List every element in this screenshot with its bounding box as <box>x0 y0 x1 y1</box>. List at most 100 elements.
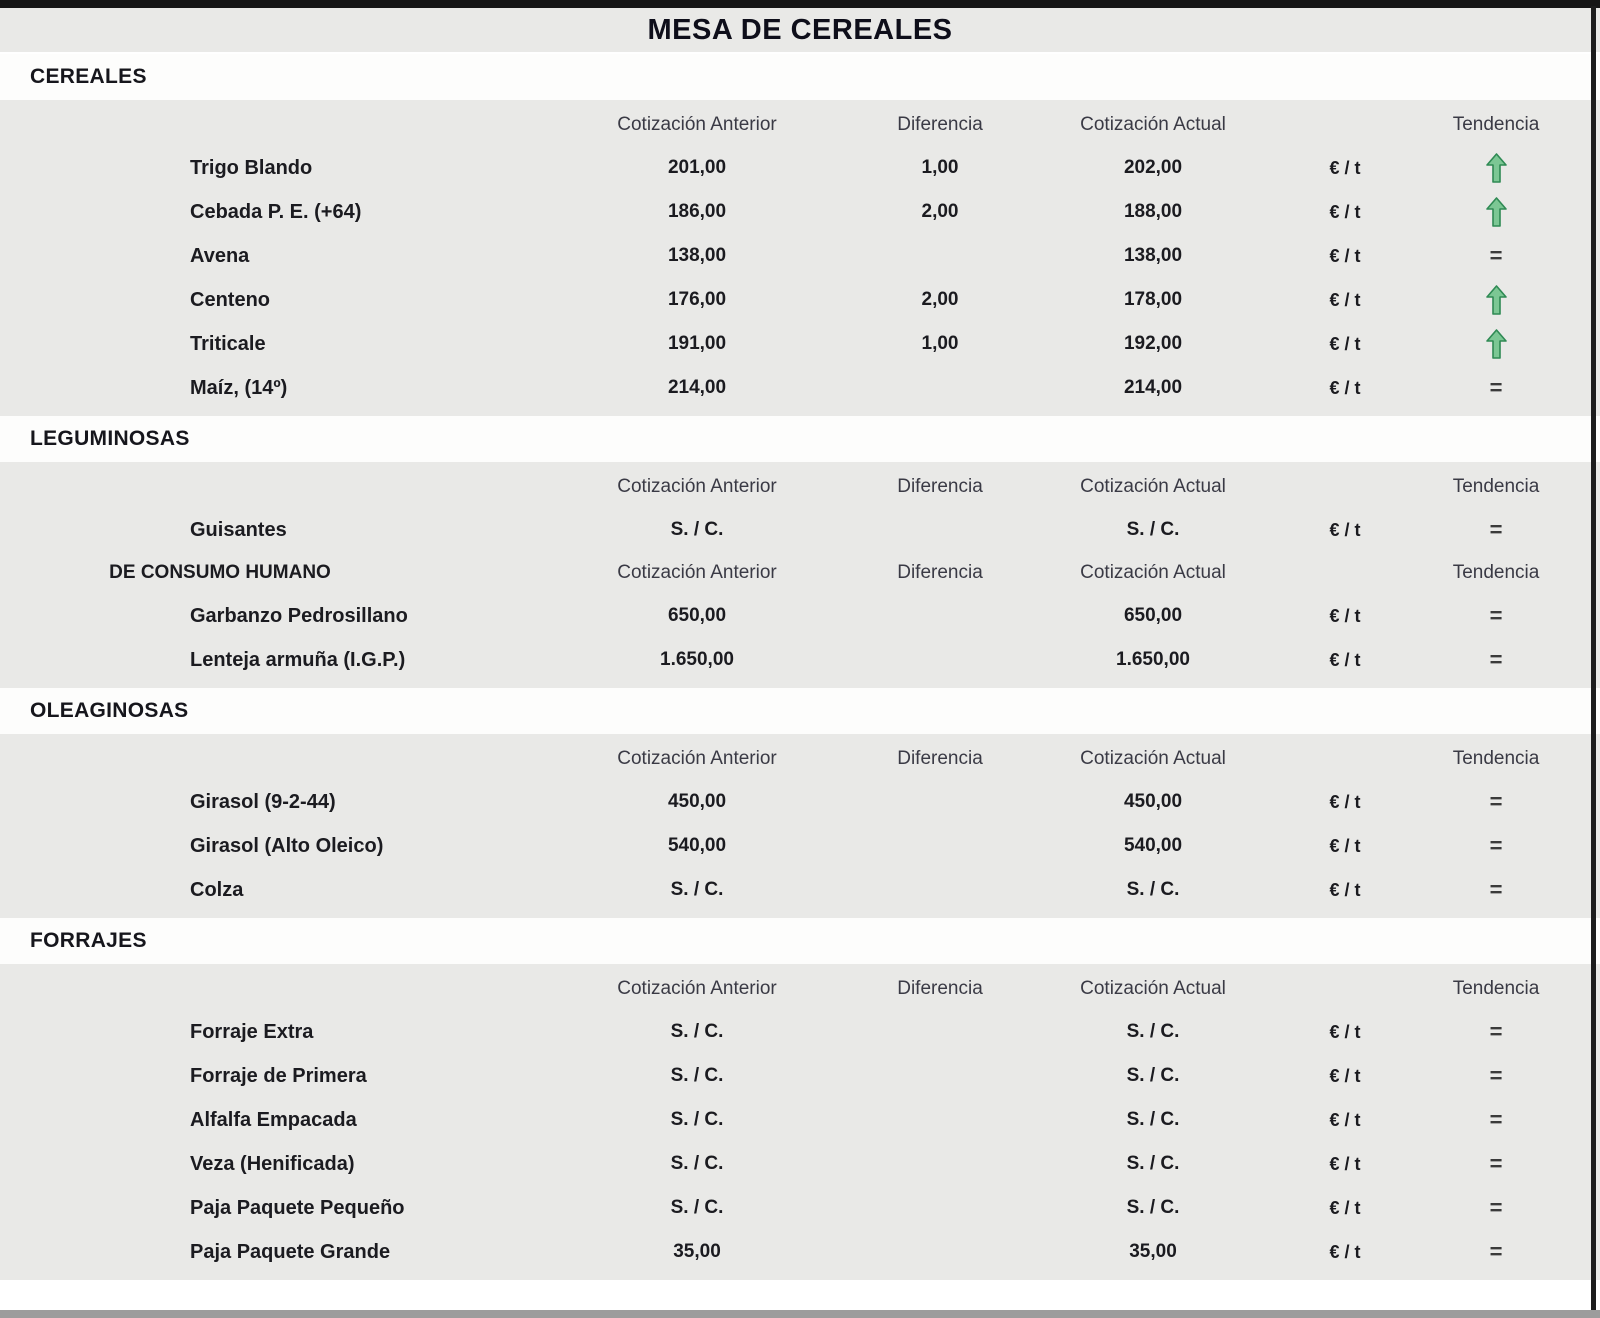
section-header-leguminosas: LEGUMINOSAS <box>0 416 1600 462</box>
cotizacion-anterior-value: 450,00 <box>667 791 727 812</box>
column-header-tendencia: Tendencia <box>1452 114 1540 135</box>
price-table: CEREALES Cotización Anterior Diferencia Cot… <box>0 54 1600 1280</box>
unit-label: € / t <box>1329 377 1361 398</box>
column-header-row: DE CONSUMO HUMANO Cotización Anterior Dife… <box>0 552 1600 594</box>
trend-cell: = <box>1430 879 1562 901</box>
product-name: Forraje Extra <box>190 1020 314 1043</box>
cotizacion-actual-value: S. / C. <box>1126 1065 1180 1086</box>
trend-cell <box>1430 285 1562 315</box>
window-bottom-edge <box>0 1310 1600 1318</box>
trend-cell: = <box>1430 1109 1562 1131</box>
cotizacion-anterior-value: S. / C. <box>670 519 724 540</box>
cotizacion-actual-value: S. / C. <box>1126 1153 1180 1174</box>
unit-label: € / t <box>1329 649 1361 670</box>
cotizacion-anterior-value: 1.650,00 <box>660 649 734 670</box>
table-row: Cebada P. E. (+64) 186,00 2,00 188,00 € / t <box>0 190 1600 234</box>
section-header-oleaginosas: OLEAGINOSAS <box>0 688 1600 734</box>
product-name: Colza <box>190 878 244 901</box>
table-row: Colza S. / C. S. / C. € / t = <box>0 868 1600 912</box>
section-body-oleaginosas: Cotización Anterior Diferencia Cotización … <box>0 734 1600 918</box>
column-header-tendencia: Tendencia <box>1452 978 1540 999</box>
trend-cell: = <box>1430 519 1562 541</box>
trend-equal-icon: = <box>1489 1195 1503 1220</box>
table-row: Triticale 191,00 1,00 192,00 € / t <box>0 322 1600 366</box>
unit-label: € / t <box>1329 245 1361 266</box>
section-title: FORRAJES <box>30 929 147 952</box>
column-header-diferencia: Diferencia <box>897 562 983 583</box>
trend-equal-icon: = <box>1489 1019 1503 1044</box>
column-header-cotizacion-actual: Cotización Actual <box>1080 978 1226 999</box>
table-row: Veza (Henificada) S. / C. S. / C. € / t = <box>0 1142 1600 1186</box>
column-header-cotizacion-anterior: Cotización Anterior <box>617 476 777 497</box>
unit-label: € / t <box>1329 333 1361 354</box>
unit-label: € / t <box>1329 1109 1361 1130</box>
diferencia-value: 2,00 <box>921 201 959 222</box>
trend-equal-icon: = <box>1489 243 1503 268</box>
trend-cell: = <box>1430 1197 1562 1219</box>
product-name: Paja Paquete Grande <box>190 1240 391 1263</box>
column-header-cotizacion-actual: Cotización Actual <box>1080 562 1226 583</box>
title-band: MESA DE CEREALES <box>0 8 1600 54</box>
trend-up-arrow-icon <box>1485 153 1507 183</box>
section-body-leguminosas: Cotización Anterior Diferencia Cotización … <box>0 462 1600 688</box>
cotizacion-actual-value: S. / C. <box>1126 1021 1180 1042</box>
unit-label: € / t <box>1329 835 1361 856</box>
trend-equal-icon: = <box>1489 1151 1503 1176</box>
column-header-diferencia: Diferencia <box>897 978 983 999</box>
cotizacion-actual-value: S. / C. <box>1126 879 1180 900</box>
product-name: Centeno <box>190 288 270 311</box>
trend-cell: = <box>1430 245 1562 267</box>
cotizacion-actual-value: 650,00 <box>1123 605 1183 626</box>
trend-equal-icon: = <box>1489 1107 1503 1132</box>
cotizacion-actual-value: 192,00 <box>1123 333 1183 354</box>
trend-equal-icon: = <box>1489 517 1503 542</box>
unit-label: € / t <box>1329 1197 1361 1218</box>
unit-label: € / t <box>1329 791 1361 812</box>
table-row: Lenteja armuña (I.G.P.) 1.650,00 1.650,00 €… <box>0 638 1600 682</box>
trend-equal-icon: = <box>1489 375 1503 400</box>
cotizacion-anterior-value: S. / C. <box>670 1065 724 1086</box>
column-header-diferencia: Diferencia <box>897 114 983 135</box>
section-header-cereales: CEREALES <box>0 54 1600 100</box>
cotizacion-actual-value: S. / C. <box>1126 1197 1180 1218</box>
cotizacion-actual-value: 138,00 <box>1123 245 1183 266</box>
product-name: Trigo Blando <box>190 156 313 179</box>
trend-cell <box>1430 197 1562 227</box>
diferencia-value: 1,00 <box>921 157 959 178</box>
column-header-cotizacion-anterior: Cotización Anterior <box>617 748 777 769</box>
column-header-row: Cotización Anterior Diferencia Cotización … <box>0 466 1600 508</box>
trend-up-arrow-icon <box>1485 285 1507 315</box>
trend-up-arrow-icon <box>1485 197 1507 227</box>
table-row: Girasol (Alto Oleico) 540,00 540,00 € / t = <box>0 824 1600 868</box>
column-header-row: Cotización Anterior Diferencia Cotización … <box>0 968 1600 1010</box>
trend-equal-icon: = <box>1489 603 1503 628</box>
unit-label: € / t <box>1329 1241 1361 1262</box>
cotizacion-actual-value: S. / C. <box>1126 1109 1180 1130</box>
section-title: CEREALES <box>30 65 147 88</box>
product-name: Paja Paquete Pequeño <box>190 1196 405 1219</box>
table-row: Garbanzo Pedrosillano 650,00 650,00 € / t = <box>0 594 1600 638</box>
cotizacion-anterior-value: 540,00 <box>667 835 727 856</box>
unit-label: € / t <box>1329 157 1361 178</box>
cotizacion-anterior-value: 35,00 <box>673 1241 721 1262</box>
column-header-diferencia: Diferencia <box>897 476 983 497</box>
unit-label: € / t <box>1329 289 1361 310</box>
column-header-cotizacion-anterior: Cotización Anterior <box>617 978 777 999</box>
cotizacion-actual-value: S. / C. <box>1126 519 1180 540</box>
table-row: Guisantes S. / C. S. / C. € / t = <box>0 508 1600 552</box>
cotizacion-actual-value: 450,00 <box>1123 791 1183 812</box>
unit-label: € / t <box>1329 1021 1361 1042</box>
cotizacion-anterior-value: 138,00 <box>667 245 727 266</box>
column-header-cotizacion-actual: Cotización Actual <box>1080 748 1226 769</box>
cotizacion-actual-value: 540,00 <box>1123 835 1183 856</box>
cotizacion-anterior-value: S. / C. <box>670 1197 724 1218</box>
column-header-cotizacion-actual: Cotización Actual <box>1080 476 1226 497</box>
table-row: Centeno 176,00 2,00 178,00 € / t <box>0 278 1600 322</box>
unit-label: € / t <box>1329 1153 1361 1174</box>
product-name: Alfalfa Empacada <box>190 1108 357 1131</box>
cotizacion-anterior-value: S. / C. <box>670 1109 724 1130</box>
product-name: Lenteja armuña (I.G.P.) <box>190 648 406 671</box>
unit-label: € / t <box>1329 879 1361 900</box>
trend-equal-icon: = <box>1489 833 1503 858</box>
product-name: Avena <box>190 244 250 267</box>
